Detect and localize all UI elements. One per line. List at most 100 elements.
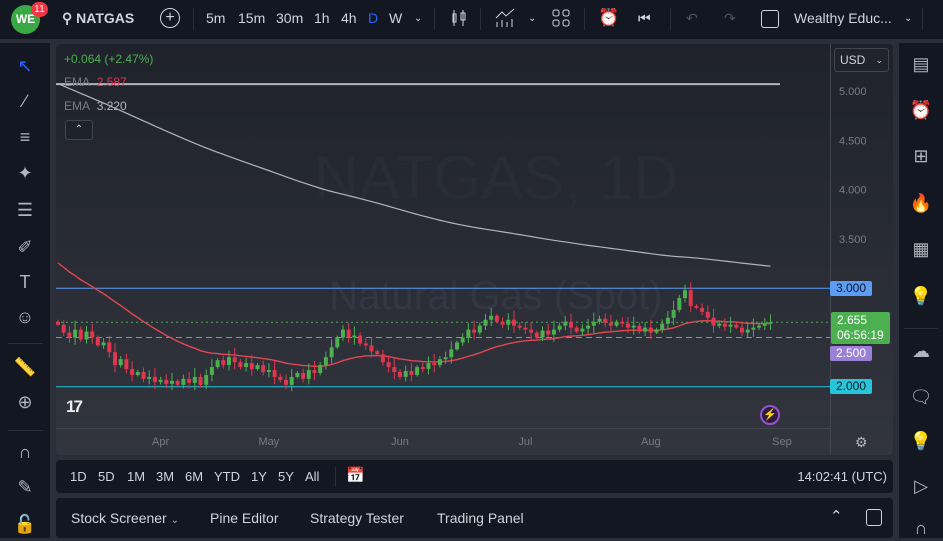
range-5y[interactable]: 5Y	[278, 469, 294, 484]
candle-body	[591, 321, 596, 326]
range-1d[interactable]: 1D	[70, 469, 87, 484]
interval-w[interactable]: W	[389, 10, 403, 26]
collapse-legend-button[interactable]: ⌃	[65, 120, 93, 140]
layout-checkbox-icon[interactable]	[761, 10, 779, 28]
candle-body	[323, 357, 328, 366]
fib-retracement-icon[interactable]: ☰	[16, 200, 34, 220]
candle-body	[483, 319, 488, 326]
compare-add-icon[interactable]: +	[160, 8, 180, 28]
indicators-icon[interactable]	[494, 8, 516, 31]
candle-body	[61, 324, 66, 333]
brush-icon[interactable]: ✐	[17, 237, 33, 257]
interval-d[interactable]: D	[368, 10, 379, 26]
interval-1h[interactable]: 1h	[314, 10, 330, 26]
candle-body	[711, 317, 716, 326]
candle-body	[751, 327, 756, 330]
interval-4h[interactable]: 4h	[341, 10, 357, 26]
range-1y[interactable]: 1Y	[251, 469, 267, 484]
candles-chart-type-icon[interactable]	[450, 8, 468, 31]
ema-legend-slow[interactable]: EMA 3.220	[64, 99, 127, 113]
lock-drawings-icon[interactable]: ✎	[17, 477, 33, 497]
layout-dropdown-icon[interactable]: ⌄	[904, 13, 913, 24]
emoji-icon[interactable]: ☺	[15, 307, 35, 327]
range-ytd[interactable]: YTD	[214, 469, 240, 484]
range-all[interactable]: All	[305, 469, 320, 484]
horizontal-lines-icon[interactable]: ≡	[19, 127, 31, 147]
symbol-search[interactable]: ⚲ NATGAS	[62, 10, 134, 27]
candle-body	[700, 307, 705, 312]
layouts-grid-icon[interactable]	[552, 9, 570, 30]
maximize-panel-icon[interactable]	[866, 509, 882, 526]
ema-label: EMA	[64, 75, 91, 89]
collapse-panel-icon[interactable]: ⌃	[830, 508, 843, 525]
replay-icon[interactable]: ⏮	[638, 10, 651, 26]
candle-body	[73, 329, 78, 338]
currency-select[interactable]: USD ⌄	[834, 48, 889, 72]
broadcast-play-icon[interactable]: ▷	[914, 476, 928, 496]
alert-clock-icon[interactable]: ⏰	[598, 8, 620, 27]
pattern-icon[interactable]: ✦	[17, 163, 33, 183]
zoom-in-icon[interactable]: ⊕	[17, 392, 33, 412]
candle-body	[745, 329, 750, 333]
candle-body	[506, 319, 511, 325]
candle-body	[358, 335, 363, 344]
range-6m[interactable]: 6M	[185, 469, 204, 484]
candle-body	[420, 367, 425, 370]
candle-body	[580, 328, 585, 332]
alerts-icon[interactable]: ⏰	[909, 100, 933, 120]
hotlists-fire-icon[interactable]: 🔥	[909, 193, 933, 213]
undo-icon[interactable]: ↶	[686, 10, 698, 26]
unlock-icon[interactable]: 🔓	[13, 514, 37, 534]
layout-name[interactable]: Wealthy Educ...	[794, 10, 892, 26]
price-tick-label: 4.000	[839, 185, 867, 197]
range-3m[interactable]: 3M	[156, 469, 175, 484]
candle-body	[329, 347, 334, 358]
interval-5m[interactable]: 5m	[206, 10, 226, 26]
candle-body	[363, 343, 368, 346]
candle-body	[209, 367, 214, 375]
calendar-icon[interactable]: ▦	[912, 239, 930, 259]
add-list-icon[interactable]: ⊞	[913, 146, 929, 166]
minds-cloud-icon[interactable]: ☁	[912, 341, 930, 361]
interval-dropdown-icon[interactable]: ⌄	[414, 13, 423, 24]
goto-date-icon[interactable]: 📅	[346, 467, 365, 484]
candle-body	[540, 330, 545, 338]
clock-timezone[interactable]: 14:02:41 (UTC)	[797, 469, 887, 484]
tab-stock-screener[interactable]: Stock Screener ⌄	[71, 510, 179, 526]
price-tick-label: 4.500	[839, 135, 867, 147]
symbol-label: NATGAS	[76, 10, 135, 26]
range-1m[interactable]: 1M	[127, 469, 146, 484]
ideas-lightbulb-icon[interactable]: 💡	[909, 286, 933, 306]
notifications-bell-icon[interactable]: ∩	[914, 518, 928, 538]
range-5d[interactable]: 5D	[98, 469, 115, 484]
tab-pine-editor[interactable]: Pine Editor	[210, 510, 279, 526]
magnet-icon[interactable]: ∩	[18, 442, 32, 462]
tab-strategy-tester[interactable]: Strategy Tester	[310, 510, 404, 526]
candle-body	[375, 351, 380, 355]
candle-body	[238, 362, 243, 368]
time-tick-label: Sep	[772, 436, 792, 448]
candle-body	[78, 329, 83, 340]
cursor-icon[interactable]: ↖	[17, 56, 33, 76]
trend-line-icon[interactable]: ∕	[23, 91, 27, 111]
settings-gear-icon[interactable]: ⚙	[855, 434, 868, 450]
lightning-icon[interactable]: ⚡	[760, 405, 780, 425]
candle-body	[455, 342, 459, 350]
chart-pane[interactable]: NATGAS, 1D Natural Gas (Spot) 5.000 4.500…	[56, 44, 893, 455]
ruler-icon[interactable]: 📏	[13, 357, 37, 377]
streams-icon[interactable]: 💡	[909, 431, 933, 451]
ema-legend-fast[interactable]: EMA 2.587	[64, 75, 127, 89]
text-tool-icon[interactable]: T	[19, 272, 31, 292]
chat-icon[interactable]: 🗨	[909, 387, 933, 407]
indicators-dropdown-icon[interactable]: ⌄	[528, 13, 537, 24]
interval-15m[interactable]: 15m	[238, 10, 266, 26]
candle-body	[523, 327, 528, 330]
redo-icon[interactable]: ↷	[724, 10, 736, 26]
interval-30m[interactable]: 30m	[276, 10, 304, 26]
candle-body	[152, 376, 157, 382]
candle-body	[551, 329, 556, 335]
price-tick-label: 5.000	[839, 86, 867, 98]
candle-body	[500, 321, 505, 325]
tab-trading-panel[interactable]: Trading Panel	[437, 510, 524, 526]
watchlist-icon[interactable]: ▤	[912, 54, 930, 74]
